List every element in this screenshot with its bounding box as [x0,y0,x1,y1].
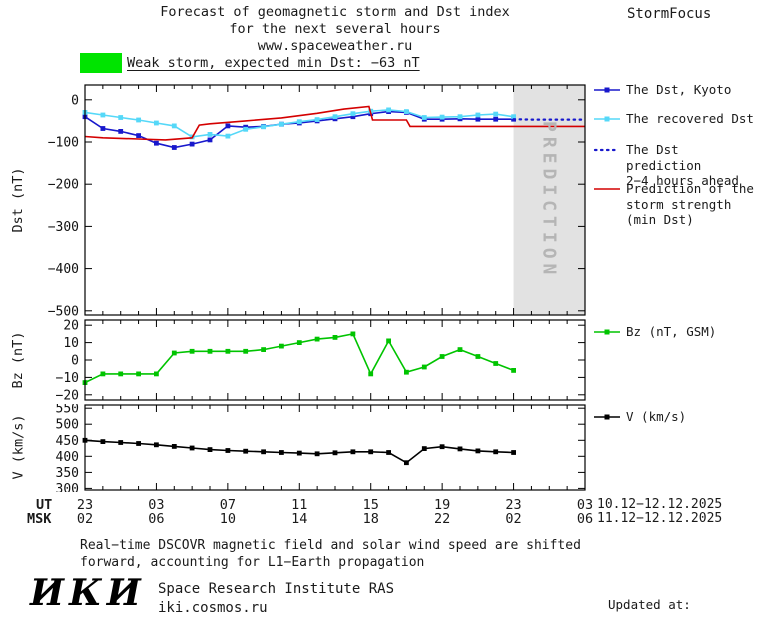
legend-bz: Bz (nT, GSM) [593,324,759,340]
svg-text:400: 400 [56,450,79,465]
svg-text:−400: −400 [48,262,79,277]
msk-date-range: 11.12−12.12.2025 [597,511,723,526]
legend-v-label: V (km/s) [626,409,687,424]
ut-tick-label: 23 [76,497,94,513]
ut-tick-label: 15 [362,497,379,513]
svg-text:−500: −500 [48,304,79,317]
msk-row-label: MSK [27,511,52,527]
msk-tick-label: 14 [291,511,308,527]
updated-block: Updated at: UT 23:05, 11.12.2025 MSK 02:… [602,565,760,620]
v-axis-label: V (km/s) [10,414,27,480]
dst-axis-label: Dst (nT) [10,167,26,233]
title-line-1: Forecast of geomagnetic storm and Dst in… [160,4,510,20]
svg-text:−100: −100 [48,136,79,151]
legend-storm-strength-label: Prediction of the storm strength (min Ds… [626,181,754,227]
institute-site-link[interactable]: iki.cosmos.ru [158,600,268,616]
site-url[interactable]: www.spaceweather.ru [257,38,413,54]
storm-alert: Weak storm, expected min Dst: −63 nT [80,53,420,73]
ut-tick-label: 03 [576,497,594,513]
svg-text:−200: −200 [48,178,79,193]
page-title: Forecast of geomagnetic storm and Dst in… [85,4,585,55]
bz-chart: 20 10 0 −10 −20 [56,319,586,402]
msk-tick-label: 22 [434,511,451,527]
ut-tick-label: 23 [505,497,522,513]
dst-chart: 0 −100 −200 −300 −400 −500 [48,84,587,317]
msk-tick-label: 06 [576,511,594,527]
legend-dst-prediction-label: The Dst prediction 2−4 hours ahead [626,142,739,188]
legend-dst-kyoto: The Dst, Kyoto [593,82,759,98]
legend-bz-swatch [594,329,620,335]
footnote-text: Real−time DSCOVR magnetic field and sola… [80,538,581,570]
legend-dst-kyoto-label: The Dst, Kyoto [626,82,732,97]
title-line-2: for the next several hours [229,21,441,37]
svg-text:20: 20 [63,319,79,334]
bz-axis-label: Bz (nT) [10,331,26,389]
svg-text:10: 10 [63,336,79,351]
legend-dst-prediction: The Dst prediction 2−4 hours ahead [593,142,759,189]
updated-label: Updated at: [608,597,691,612]
ut-tick-label: 11 [291,497,308,513]
storm-level-swatch [80,53,122,73]
svg-text:−10: −10 [56,371,79,386]
institute-name: Space Research Institute RAS [158,581,395,597]
legend-v: V (km/s) [593,409,759,425]
svg-text:500: 500 [56,418,79,433]
brand-label: StormFocus [627,6,712,22]
ut-tick-label: 07 [219,497,236,513]
svg-text:0: 0 [71,354,79,369]
msk-tick-label: 06 [148,511,165,527]
legend-bz-label: Bz (nT, GSM) [626,324,717,339]
iki-logo: ИКИ [30,572,146,614]
ut-row-label: UT [36,497,53,513]
legend-v-swatch [594,414,620,420]
svg-text:300: 300 [56,482,79,492]
msk-tick-label: 18 [362,511,379,527]
ut-date-range: 10.12−12.12.2025 [597,497,723,512]
ut-tick-label: 19 [434,497,451,513]
svg-text:350: 350 [56,466,79,481]
legend-dst-recovered: The recovered Dst [593,111,759,127]
legend-dst-recovered-swatch [594,116,620,122]
storm-alert-text: Weak storm, expected min Dst: −63 nT [127,55,420,71]
svg-text:450: 450 [56,434,79,449]
svg-text:−300: −300 [48,220,79,235]
msk-tick-label: 02 [76,511,94,527]
msk-tick-label: 10 [219,511,236,527]
legend-dst-prediction-swatch [593,148,621,152]
legend-storm-strength: Prediction of the storm strength (min Ds… [593,181,759,228]
legend-dst-recovered-label: The recovered Dst [626,111,754,126]
msk-tick-label: 02 [505,511,522,527]
ut-tick-label: 03 [148,497,165,513]
legend-storm-strength-swatch [594,188,620,190]
legend-dst-kyoto-swatch [594,87,620,93]
svg-text:0: 0 [71,93,79,108]
svg-text:−20: −20 [56,388,79,402]
svg-text:550: 550 [56,404,79,417]
